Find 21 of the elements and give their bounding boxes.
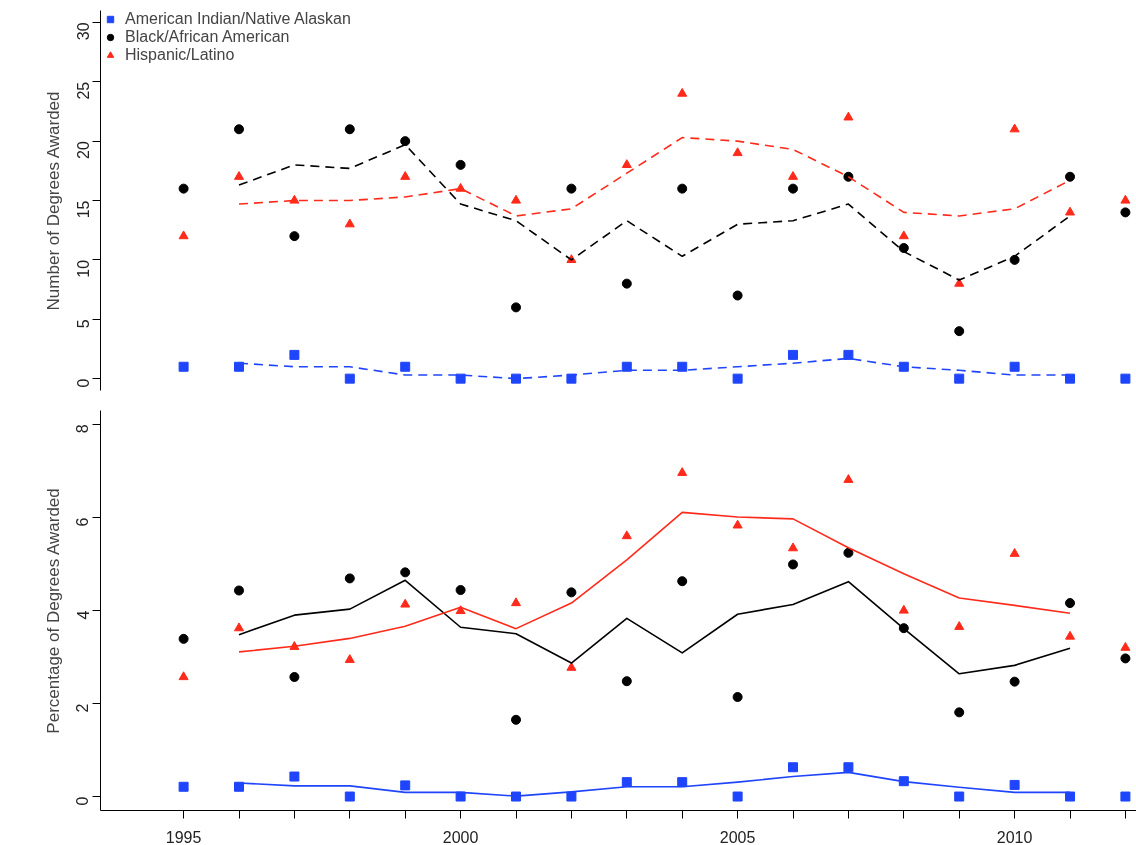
y-tick-label: 25 (74, 81, 92, 100)
y-tick-label: 20 (74, 141, 92, 159)
x-tick-label: 2000 (442, 828, 479, 845)
y-tick-label: 2 (74, 703, 92, 713)
legend-label: Black/African American (125, 28, 290, 46)
y-tick-label: 4 (74, 610, 92, 620)
legend-label: Hispanic/Latino (125, 46, 235, 64)
y-tick-label: 6 (74, 517, 92, 527)
y-tick-label: 0 (74, 378, 92, 388)
x-tick-label: 1995 (165, 828, 202, 845)
y-tick-label: 5 (74, 319, 92, 329)
y-axis-title: Percentage of Degrees Awarded (43, 488, 63, 734)
y-tick-label: 10 (74, 259, 92, 278)
x-tick-label: 2010 (996, 828, 1033, 845)
y-tick-label: 15 (74, 200, 92, 219)
y-tick-label: 0 (74, 796, 92, 806)
y-tick-label: 30 (74, 22, 92, 41)
legend-label: American Indian/Native Alaskan (125, 10, 351, 28)
y-axis-title: Number of Degrees Awarded (43, 91, 63, 311)
x-tick-label: 2005 (719, 828, 756, 845)
y-tick-label: 8 (74, 424, 92, 434)
